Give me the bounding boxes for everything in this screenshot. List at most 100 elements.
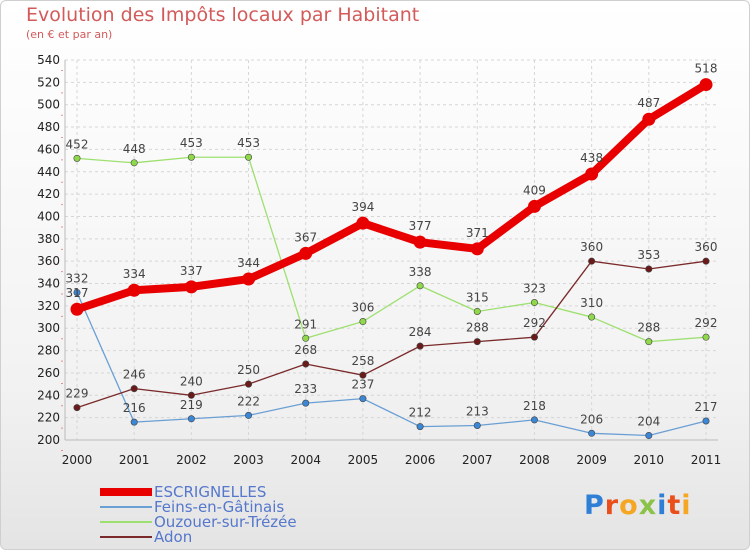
series-line-2 [76,156,707,343]
data-label: 222 [237,394,260,408]
data-point [130,418,138,426]
data-point [702,417,710,425]
data-label: 377 [409,219,432,233]
data-point [585,167,599,181]
chart-subtitle: (en € et par an) [26,28,113,41]
data-point [184,280,198,294]
data-label: 218 [523,399,546,413]
x-tick-label: 2003 [233,453,264,467]
legend-swatch [100,488,152,496]
chart-title: Evolution des Impôts locaux par Habitant [26,4,420,26]
x-tick-label: 2005 [348,453,379,467]
data-point [645,432,653,440]
data-label: 367 [294,230,317,244]
logo-letter: o [619,490,639,521]
y-tick-label: 360 [37,254,60,268]
data-point [130,159,138,167]
data-point [699,78,713,92]
y-tick-label: 500 [37,98,60,112]
data-label: 353 [637,248,660,262]
data-label: 360 [580,240,603,254]
data-point [359,318,367,326]
data-label: 292 [695,316,718,330]
data-point [187,391,195,399]
legend-label: Feins-en-Gâtinais [154,498,285,516]
data-point [187,415,195,423]
y-tick-label: 260 [37,366,60,380]
data-point [645,338,653,346]
y-tick-label: 460 [37,142,60,156]
data-point [416,423,424,431]
data-label: 332 [66,271,89,285]
data-label: 487 [637,96,660,110]
data-label: 448 [123,142,146,156]
data-label: 334 [123,267,146,281]
data-point [530,416,538,424]
data-point [530,299,538,307]
data-point [527,199,541,213]
data-point [530,333,538,341]
data-point [473,421,481,429]
y-tick-label: 320 [37,299,60,313]
data-labels: 317 334 337 344 367 394 377 371 409 438 487 518 332 2… [66,62,718,429]
x-tick-label: 2011 [691,453,722,467]
legend-swatch [100,506,152,508]
data-label: 229 [66,387,89,401]
data-point [245,153,253,161]
plot-area [65,60,718,440]
x-axis-ticks: 2000 2001 2002 2003 2004 2005 2006 2007 2008 2009… [62,453,722,467]
data-label: 453 [180,136,203,150]
y-tick-label: 440 [37,165,60,179]
legend-label: Adon [154,528,193,546]
grid-lines [64,59,718,441]
data-label: 246 [123,368,146,382]
y-tick-label: 420 [37,187,60,201]
data-point [356,216,370,230]
data-point [642,112,656,126]
data-label: 258 [351,354,374,368]
data-label: 360 [695,240,718,254]
data-label: 453 [237,136,260,150]
data-label: 409 [523,183,546,197]
data-label: 212 [409,406,432,420]
series-line-3 [76,260,707,409]
x-tick-label: 2008 [519,453,550,467]
data-point [588,429,596,437]
data-label: 219 [180,398,203,412]
data-label: 337 [180,264,203,278]
data-point [73,288,81,296]
data-label: 204 [637,415,660,429]
x-tick-label: 2001 [119,453,150,467]
data-point [73,154,81,162]
y-axis-ticks: 200 220 240 260 280 300 320 340 360 380 400 420 440 4… [37,53,63,451]
data-label: 315 [466,290,489,304]
data-point [242,272,256,286]
y-tick-label: 300 [37,321,60,335]
data-point [299,246,313,260]
data-point [416,282,424,290]
x-tick-label: 2007 [462,453,493,467]
data-label: 216 [123,401,146,415]
data-label: 213 [466,404,489,418]
data-label: 288 [637,321,660,335]
y-tick-label: 200 [37,433,60,447]
logo-letter: t [667,490,682,521]
data-label: 284 [409,325,432,339]
data-label: 323 [523,282,546,296]
x-tick-label: 2002 [176,453,207,467]
logo-letter: P [584,490,605,521]
data-point [302,360,310,368]
y-tick-label: 540 [37,53,60,67]
legend-swatch [100,536,152,538]
data-point [588,313,596,321]
data-point [473,338,481,346]
data-label: 344 [237,256,260,270]
data-label: 217 [695,400,718,414]
series-lines [70,78,713,440]
y-tick-label: 220 [37,411,60,425]
data-point [702,333,710,341]
legend-swatch [100,521,152,523]
data-label: 268 [294,343,317,357]
